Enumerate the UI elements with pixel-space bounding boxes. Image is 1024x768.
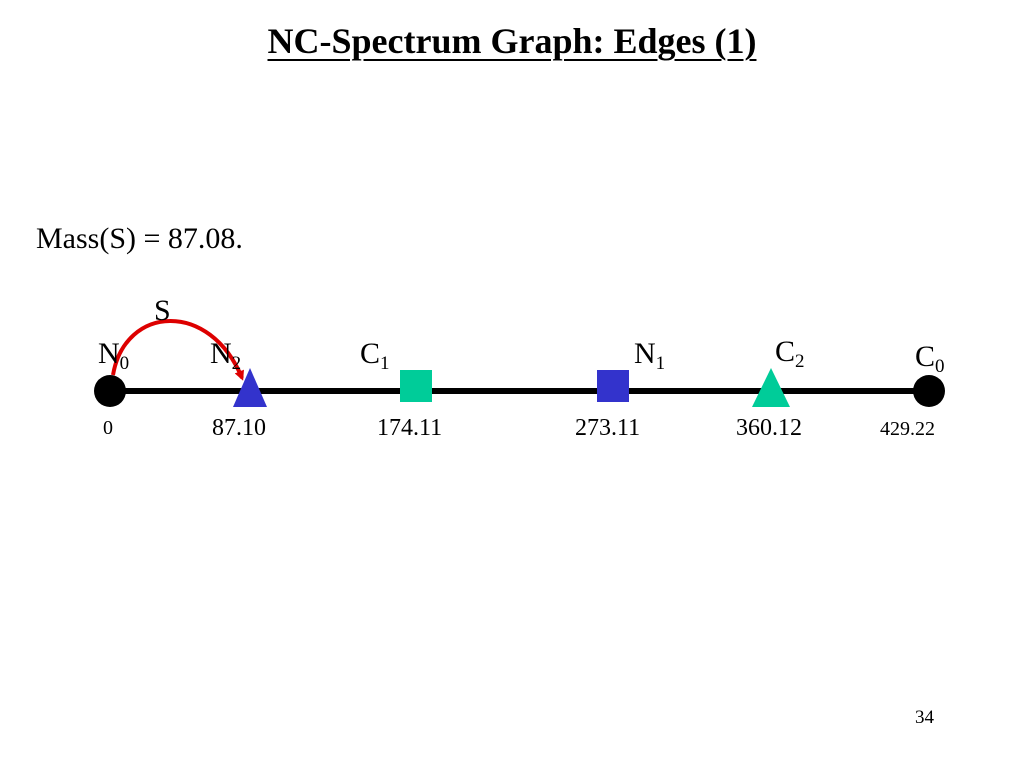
node-c2-label-sub: 2: [795, 351, 805, 372]
node-c2-label-base: C: [775, 335, 795, 368]
node-c1-value: 174.11: [377, 415, 442, 441]
node-c0-label: C0: [915, 340, 945, 377]
square-icon: [400, 370, 432, 402]
node-c2: C2 360.12: [736, 335, 805, 441]
node-c0-label-sub: 0: [935, 356, 945, 377]
edge-s-arc: [111, 319, 244, 381]
node-n0-label-sub: 0: [120, 353, 130, 374]
node-n0-label-base: N: [98, 337, 120, 370]
node-n1-label-base: N: [634, 337, 656, 370]
node-c2-label: C2: [775, 335, 805, 372]
circle-icon: [94, 375, 126, 407]
node-n0-label: N0: [98, 337, 129, 374]
edge-s-label: S: [154, 294, 171, 327]
node-n2-label-base: N: [210, 337, 232, 370]
slide-title-text: NC-Spectrum Graph: Edges (1): [267, 21, 757, 61]
node-n2-value: 87.10: [212, 415, 266, 441]
slide-title: NC-Spectrum Graph: Edges (1): [0, 20, 1024, 62]
node-n2: N2 87.10: [210, 337, 267, 441]
node-n1-label: N1: [634, 337, 665, 374]
node-n0-value: 0: [103, 417, 113, 439]
node-c0-label-base: C: [915, 340, 935, 373]
node-c1: C1 174.11: [360, 337, 442, 441]
node-c1-label-sub: 1: [380, 353, 390, 374]
node-n2-label: N2: [210, 337, 241, 374]
page-number: 34: [915, 707, 934, 728]
triangle-icon: [233, 368, 267, 407]
node-n1: N1 273.11: [575, 337, 665, 441]
node-c1-label: C1: [360, 337, 390, 374]
node-n0: N0 0: [94, 337, 129, 439]
node-n1-label-sub: 1: [656, 353, 666, 374]
circle-icon: [913, 375, 945, 407]
node-c1-label-base: C: [360, 337, 380, 370]
node-c0-value: 429.22: [880, 418, 935, 440]
mass-statement: Mass(S) = 87.08.: [36, 222, 243, 255]
node-c0: C0 429.22: [880, 340, 945, 440]
triangle-icon: [752, 368, 790, 407]
square-icon: [597, 370, 629, 402]
node-n1-value: 273.11: [575, 415, 640, 441]
node-n2-label-sub: 2: [232, 353, 242, 374]
node-c2-value: 360.12: [736, 415, 802, 441]
